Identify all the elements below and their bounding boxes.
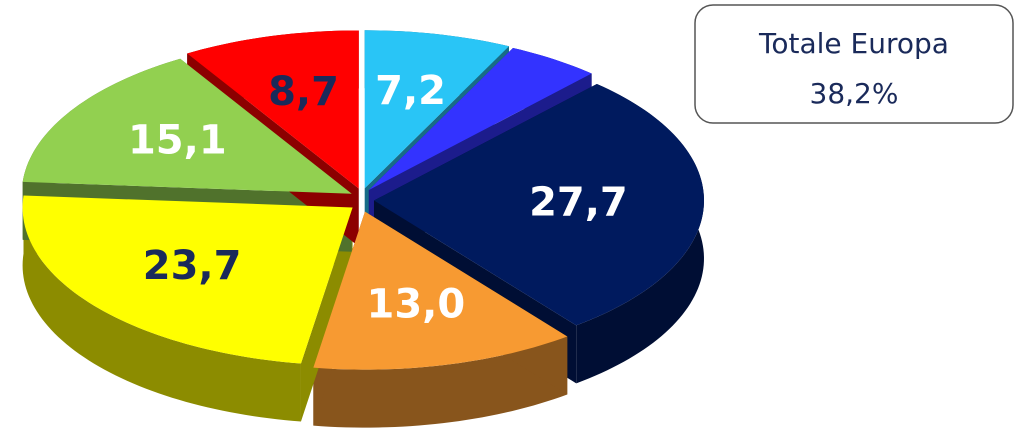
slice: [313, 211, 568, 370]
value-label: 8,7: [268, 69, 339, 115]
slice: [373, 83, 704, 326]
slice: [368, 47, 592, 191]
slice: [22, 195, 353, 364]
layer: 7,2 27,7 13,0 23,7 15,1 8,7: [128, 68, 628, 328]
annotation-box: [694, 4, 1014, 124]
slice: [187, 30, 359, 189]
value-label: 13,0: [367, 282, 466, 328]
value-label: 15,1: [128, 118, 227, 164]
layer: [22, 30, 704, 370]
value-label: 27,7: [529, 179, 628, 225]
annotation-title: Totale Europa: [758, 27, 949, 60]
slice: [364, 30, 509, 189]
value-label: 23,7: [143, 243, 242, 289]
slice: [22, 58, 352, 194]
annotation-value: 38,2%: [810, 77, 899, 110]
value-label: 7,2: [375, 68, 446, 114]
slice-side: [313, 336, 568, 428]
slice-side: [22, 195, 301, 422]
